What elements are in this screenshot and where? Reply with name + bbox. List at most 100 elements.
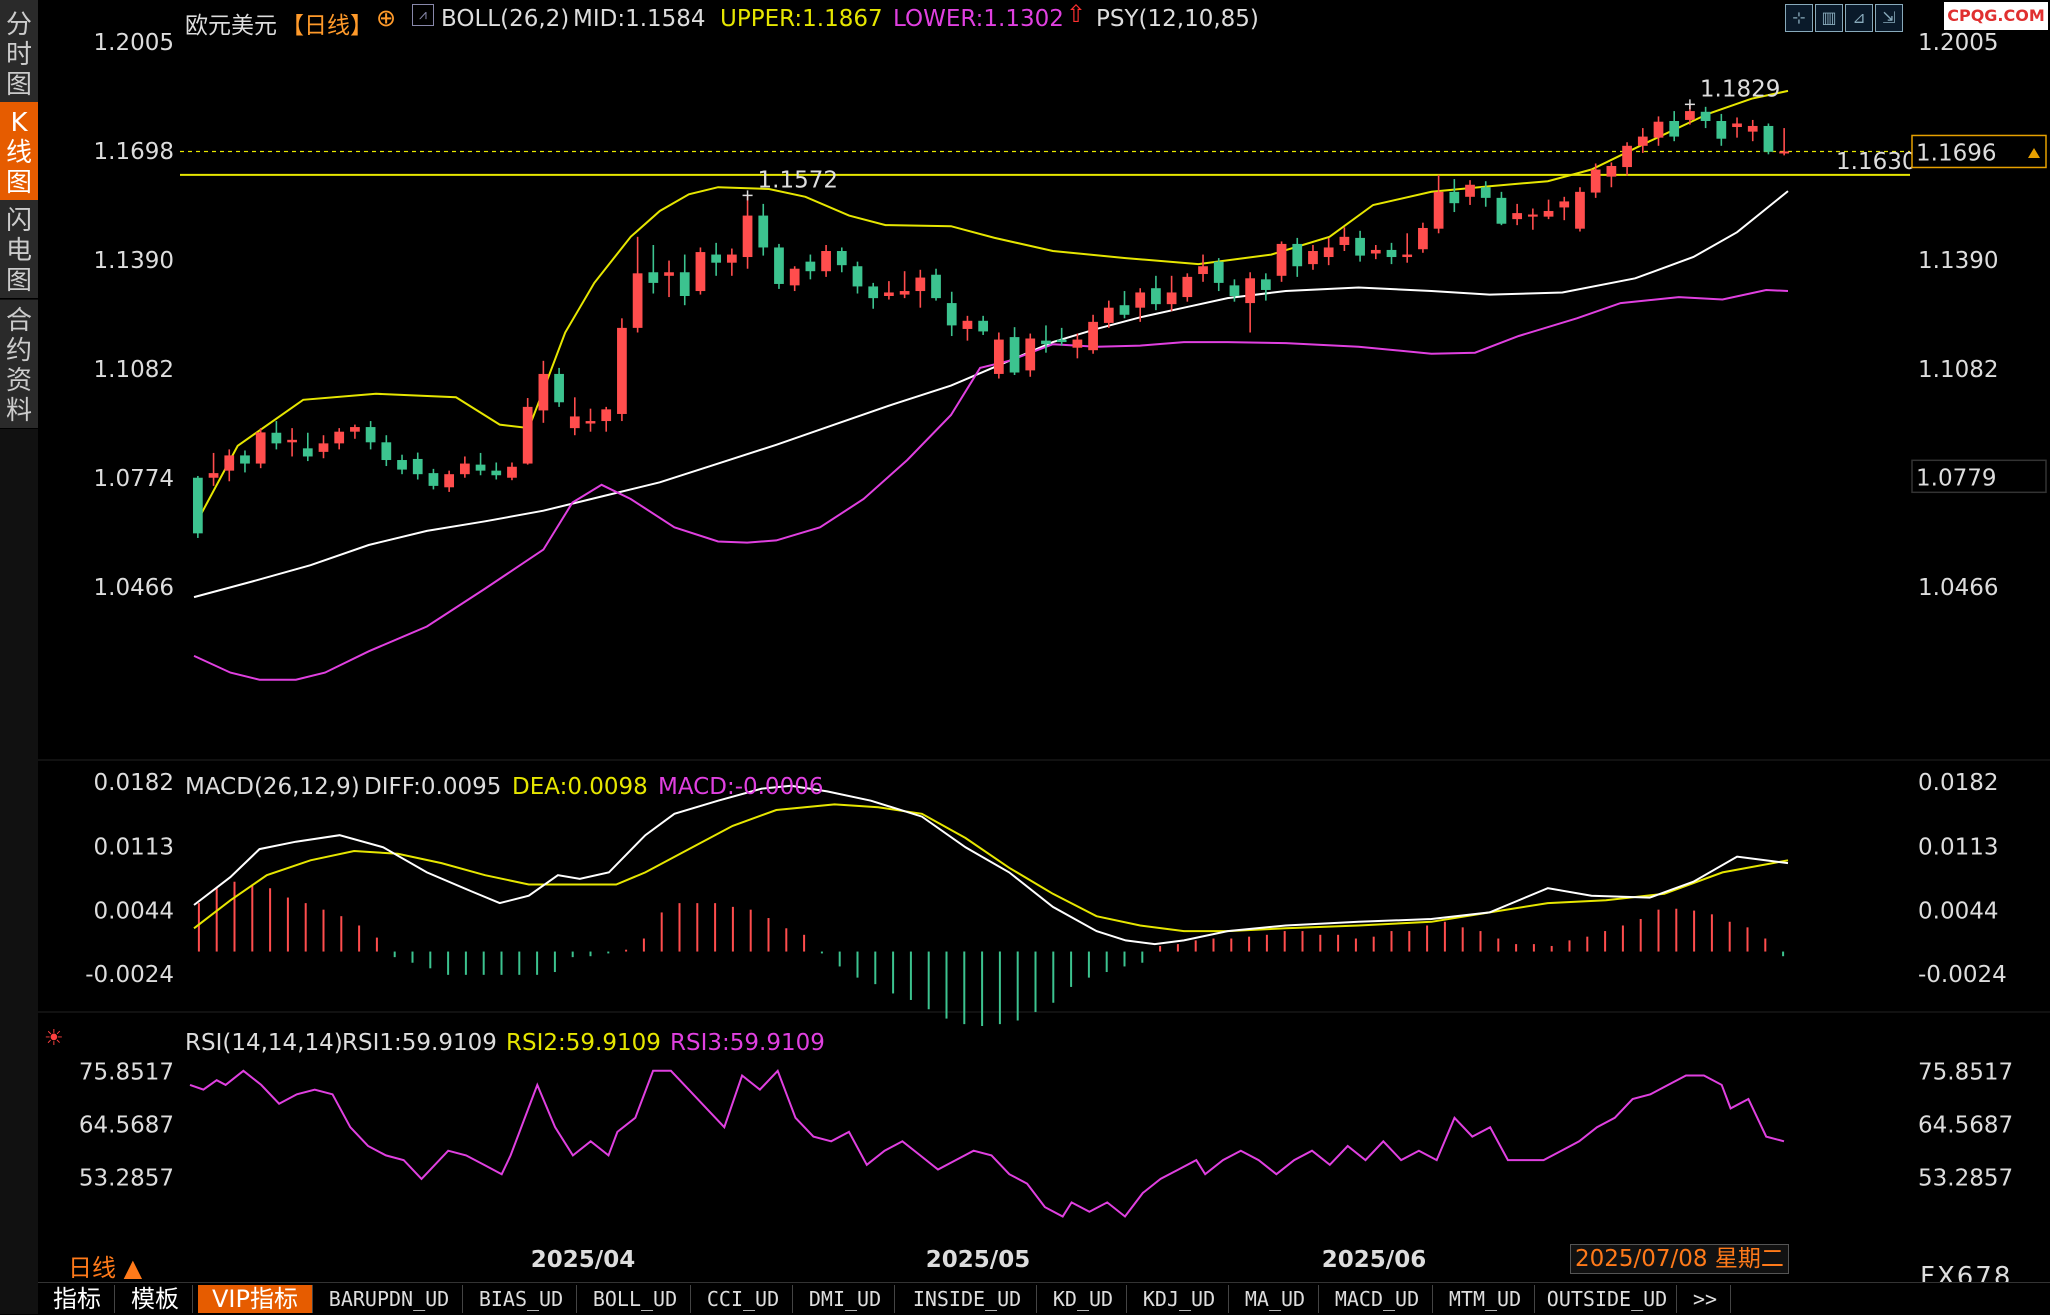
candle-body	[1402, 254, 1413, 258]
tab-bias[interactable]: BIAS_UD	[466, 1285, 577, 1313]
candle	[522, 398, 533, 465]
tab-boll[interactable]: BOLL_UD	[580, 1285, 691, 1313]
settings-icon[interactable]: ⊕	[376, 4, 397, 32]
candle-body	[302, 448, 313, 457]
candle	[1700, 106, 1711, 129]
candle-body	[1653, 121, 1664, 138]
tab-inside[interactable]: INSIDE_UD	[898, 1285, 1037, 1313]
candle-body	[1213, 261, 1224, 283]
candle	[899, 271, 910, 299]
candle	[962, 315, 973, 341]
candle-body	[192, 477, 203, 534]
tab-cci[interactable]: CCI_UD	[694, 1285, 793, 1313]
candle	[1763, 123, 1774, 155]
rsi-y-tick-right: 64.5687	[1918, 1113, 2013, 1139]
x-axis-label: 2025/06	[1322, 1247, 1426, 1273]
expand-icon[interactable]: ⇲	[1875, 4, 1903, 32]
candle	[1527, 208, 1538, 230]
chart-line-icon[interactable]: ⊿	[1845, 4, 1873, 32]
boll-mid-line	[193, 190, 1789, 599]
candle-body	[1512, 213, 1523, 220]
tab-indicators[interactable]: 指标	[40, 1285, 115, 1313]
tab-timeshare[interactable]: 分时图	[0, 0, 38, 111]
rsi2-value: RSI2:59.9109	[506, 1030, 661, 1056]
macd-y-tick-left: 0.0113	[94, 834, 174, 860]
candle-body	[1025, 338, 1036, 371]
tab-dmi[interactable]: DMI_UD	[796, 1285, 895, 1313]
candle	[978, 315, 989, 335]
crosshair-icon[interactable]: ⊹	[1785, 4, 1813, 32]
candle	[805, 254, 816, 280]
candle-body	[1700, 111, 1711, 121]
up-arrow-icon[interactable]: ⇧	[1066, 0, 1087, 28]
candle	[1732, 117, 1742, 138]
tab-kd[interactable]: KD_UD	[1040, 1285, 1127, 1313]
tab-templates[interactable]: 模板	[118, 1285, 193, 1313]
candle-body	[1418, 227, 1428, 250]
candle	[192, 475, 203, 538]
tab-lightning[interactable]: 闪电图	[0, 200, 38, 299]
tab-kline[interactable]: K线图	[0, 102, 38, 201]
candle-body	[1669, 120, 1680, 137]
indicator-chart-icon[interactable]: ⩘	[412, 4, 434, 26]
candle	[302, 432, 313, 462]
tab-ma[interactable]: MA_UD	[1232, 1285, 1319, 1313]
candle	[538, 360, 549, 423]
candle	[1323, 237, 1334, 266]
tab-macd[interactable]: MACD_UD	[1322, 1285, 1433, 1313]
candle	[1119, 291, 1130, 319]
candle	[868, 282, 879, 309]
candle	[1747, 119, 1758, 142]
candle-body	[554, 373, 564, 403]
candle	[1229, 279, 1240, 302]
tab-outside[interactable]: OUTSIDE_UD	[1538, 1285, 1677, 1313]
macd-name: MACD(26,12,9)	[185, 774, 360, 800]
tab-barupdn[interactable]: BARUPDN_UD	[316, 1285, 463, 1313]
candle	[711, 242, 722, 276]
candle-body	[1198, 266, 1208, 275]
candle	[1543, 199, 1554, 220]
candle	[1088, 314, 1098, 354]
macd-y-tick-left: 0.0044	[94, 899, 174, 925]
candle	[287, 428, 297, 457]
candle-body	[1465, 184, 1475, 197]
y-tick-right: 1.1390	[1918, 248, 1998, 274]
tab-vip-indicators[interactable]: VIP指标	[198, 1285, 313, 1313]
tab-contract-info[interactable]: 合约资料	[0, 300, 38, 429]
candle	[1559, 196, 1570, 221]
tab-kdj[interactable]: KDJ_UD	[1130, 1285, 1229, 1313]
candle	[569, 397, 580, 436]
candle	[255, 428, 266, 469]
candle	[318, 435, 329, 459]
candle-body	[318, 443, 329, 452]
rsi-line	[189, 1068, 1785, 1218]
candle-body	[1103, 307, 1114, 323]
candle-body	[1685, 111, 1695, 120]
candle	[1339, 227, 1350, 252]
candle-body	[1151, 288, 1161, 305]
candle-body	[1732, 123, 1742, 128]
rsi-settings-icon[interactable]: ☀	[44, 1026, 64, 1051]
candle-body	[287, 439, 297, 443]
price-arrow-icon	[2028, 148, 2040, 158]
period-toggle[interactable]: 日线 ▲	[68, 1254, 143, 1282]
candle	[1653, 116, 1664, 146]
candle-body	[255, 432, 266, 464]
candle-body	[1056, 339, 1067, 343]
bar-chart-icon[interactable]: ▥	[1815, 4, 1843, 32]
candle	[1260, 273, 1271, 301]
candle-body	[1575, 191, 1585, 229]
candle-body	[1355, 237, 1365, 256]
tab-more[interactable]: >>	[1680, 1285, 1731, 1313]
candle	[1370, 244, 1381, 260]
candle	[475, 452, 486, 476]
candle	[1480, 181, 1491, 207]
candle	[1496, 191, 1507, 226]
macd-y-tick-right: 0.0182	[1918, 770, 1998, 796]
candle-body	[1229, 285, 1240, 296]
tab-mtm[interactable]: MTM_UD	[1436, 1285, 1535, 1313]
candle	[1465, 180, 1475, 205]
price-box-label: 1.1696	[1916, 140, 1996, 166]
macd-dea-line	[193, 803, 1789, 933]
